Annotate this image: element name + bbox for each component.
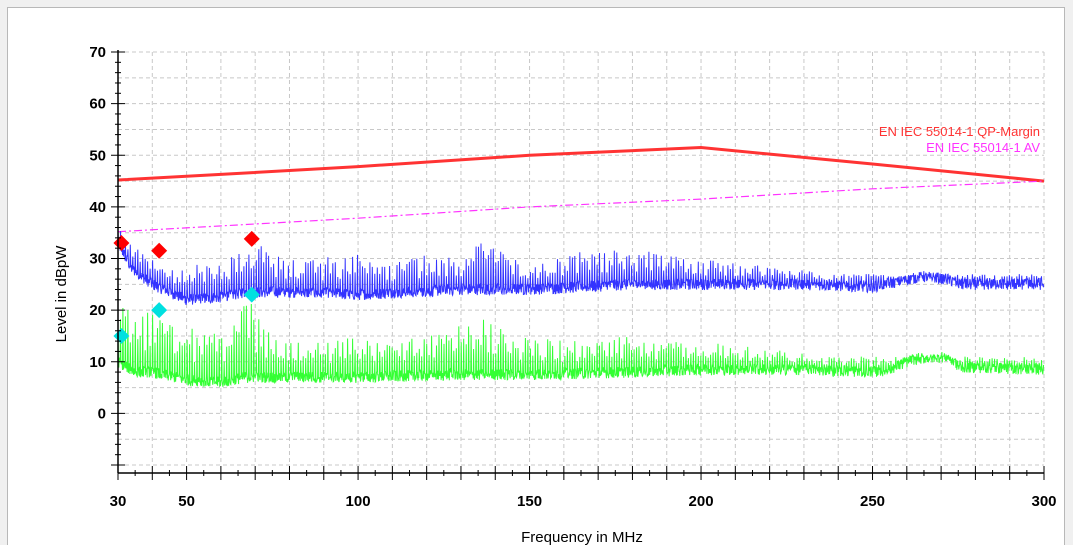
y-tick-label: 70 (89, 44, 106, 61)
trace-line (117, 231, 1045, 306)
trace-line (117, 303, 1045, 388)
limit-lines (117, 145, 1045, 233)
peak-marker (151, 242, 168, 259)
x-tick-label: 50 (178, 493, 195, 510)
x-tick-label: 200 (689, 493, 714, 510)
tick-labels: 0 10 20 30 40 50 60 70 30 50 100 150 200 250 300 (89, 44, 1056, 510)
measurement-series (117, 231, 1045, 388)
peak-marker (243, 230, 260, 247)
limit-label-qp: EN IEC 55014-1 QP-Margin (879, 124, 1040, 139)
x-tick-label: 150 (517, 493, 542, 510)
y-tick-label: 40 (89, 199, 106, 216)
axes (111, 50, 1045, 480)
y-tick-label: 50 (89, 147, 106, 164)
y-tick-label: 0 (98, 405, 106, 422)
x-axis-title: Frequency in MHz (521, 529, 643, 545)
x-tick-label: 100 (346, 493, 371, 510)
y-tick-label: 10 (89, 354, 106, 371)
y-tick-label: 60 (89, 96, 106, 113)
limit-label-av: EN IEC 55014-1 AV (926, 140, 1040, 155)
x-tick-label: 300 (1031, 493, 1056, 510)
peak-marker (243, 286, 260, 303)
x-tick-label: 30 (110, 493, 127, 510)
y-tick-label: 20 (89, 302, 106, 319)
limit-line (117, 180, 1045, 233)
peak-marker (151, 302, 168, 319)
y-axis-title: Level in dBpW (53, 245, 70, 343)
chart-frame (7, 7, 1065, 545)
grid-lines (117, 51, 1045, 466)
x-tick-label: 250 (860, 493, 885, 510)
y-tick-label: 30 (89, 251, 106, 268)
limit-line (117, 145, 1045, 183)
